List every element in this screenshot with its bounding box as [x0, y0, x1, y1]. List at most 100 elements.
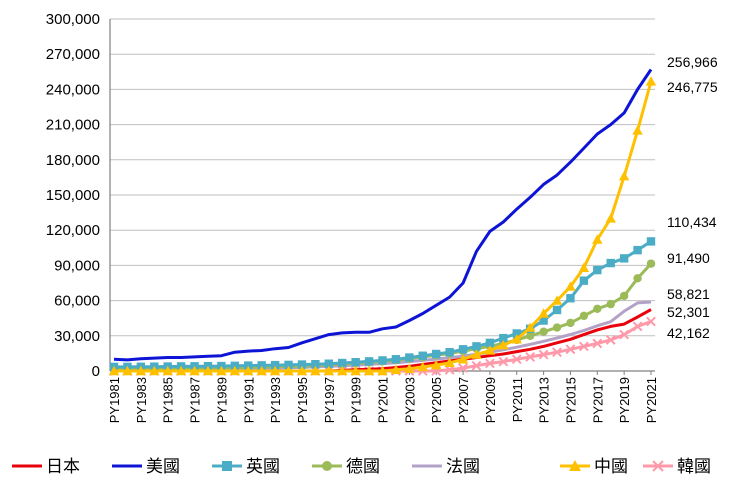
- data-point-triangle: [511, 334, 522, 344]
- end-label-中國: 246,775: [667, 79, 718, 95]
- y-tick-label: 300,000: [46, 11, 100, 28]
- data-point-x: [578, 341, 589, 352]
- data-point-square: [579, 276, 589, 285]
- data-point-x: [592, 338, 603, 349]
- data-point-triangle: [229, 365, 241, 376]
- y-tick-label: 180,000: [46, 152, 100, 169]
- data-point-triangle: [216, 365, 227, 376]
- data-point-triangle: [122, 365, 133, 376]
- end-label-美國: 256,966: [667, 54, 718, 70]
- x-tick-label: PY1983: [134, 377, 149, 423]
- x-tick-label: PY2015: [563, 377, 578, 423]
- x-tick-label: PY2013: [537, 377, 552, 423]
- x-tick-label: PY1987: [188, 377, 203, 423]
- data-point-triangle: [323, 365, 334, 376]
- y-tick-label: 0: [92, 363, 100, 380]
- data-point-triangle: [108, 365, 120, 376]
- data-point-square: [244, 361, 253, 370]
- data-point-x: [538, 349, 549, 360]
- data-point-triangle: [269, 365, 281, 376]
- data-point-x: [444, 364, 455, 375]
- y-tick-label: 30,000: [54, 328, 100, 345]
- data-point-circle: [552, 323, 562, 332]
- data-point-circle: [593, 304, 602, 314]
- series-line: [113, 68, 653, 362]
- end-labels: 256,966 246,775 110,434 91,490 58,821 52,301 4…: [667, 54, 718, 341]
- legend-label: 日本: [46, 457, 80, 476]
- data-point-triangle: [632, 125, 643, 135]
- data-point-circle: [606, 299, 615, 309]
- data-point-x: [565, 344, 576, 355]
- data-point-square: [284, 360, 293, 370]
- data-point-square: [297, 360, 307, 369]
- series-line: [114, 262, 653, 371]
- x-tick-label: PY2011: [510, 377, 525, 422]
- data-point-triangle: [484, 345, 496, 355]
- data-point-square: [485, 338, 495, 348]
- data-point-triangle: [243, 365, 254, 376]
- data-point-triangle: [471, 349, 482, 359]
- data-point-x: [484, 358, 495, 369]
- data-point-square: [499, 333, 508, 343]
- data-point-square: [539, 316, 548, 325]
- data-point-square: [270, 360, 280, 370]
- data-point-triangle: [605, 213, 616, 223]
- data-point-triangle: [296, 365, 308, 376]
- legend-item-法國: 法國: [412, 457, 480, 476]
- data-point-triangle: [524, 322, 536, 332]
- data-point-square: [646, 237, 656, 246]
- x-axis: PY1981 PY1983 PY1985 PY1987 PY1989 PY1991 PY19…: [107, 370, 659, 423]
- data-point-triangle: [444, 357, 455, 367]
- y-tick-label: 120,000: [46, 222, 100, 239]
- data-point-triangle: [565, 281, 576, 291]
- data-point-x: [619, 329, 630, 340]
- y-axis: 0 30,000 60,000 90,000 120,000 150,000 180,000…: [46, 11, 111, 380]
- data-point-x: [605, 334, 616, 345]
- data-point-triangle: [592, 234, 603, 244]
- data-point-square: [311, 359, 320, 369]
- x-tick-label: PY1985: [161, 377, 176, 423]
- end-label-法國: 58,821: [667, 286, 710, 302]
- x-tick-label: PY1999: [349, 377, 364, 423]
- data-point-triangle: [578, 262, 590, 272]
- legend-item-日本: 日本: [12, 457, 80, 476]
- data-point-circle: [633, 274, 642, 283]
- data-point-circle: [619, 291, 629, 301]
- data-point-circle: [322, 461, 332, 471]
- data-point-x: [632, 321, 643, 332]
- legend-item-英國: 英國: [212, 457, 280, 476]
- data-point-triangle: [256, 365, 267, 376]
- data-point-triangle: [175, 365, 187, 376]
- data-point-circle: [566, 318, 575, 328]
- legend: 日本 美國 英國 德國 法國 中國 韓國: [12, 457, 711, 476]
- data-point-x: [552, 347, 562, 358]
- data-point-square: [472, 342, 481, 351]
- data-point-triangle: [377, 365, 388, 376]
- data-point-square: [351, 358, 360, 367]
- data-point-circle: [525, 331, 535, 340]
- x-tick-label: PY2019: [617, 377, 632, 423]
- end-label-英國: 110,434: [667, 214, 717, 230]
- legend-label: 英國: [246, 457, 280, 476]
- data-point-x: [471, 360, 482, 371]
- data-point-circle: [539, 327, 548, 336]
- data-point-triangle: [363, 365, 375, 376]
- data-point-square: [593, 265, 602, 275]
- data-point-square: [445, 348, 454, 357]
- legend-label: 中國: [594, 457, 628, 476]
- data-point-x: [498, 356, 509, 367]
- x-tick-label: PY1997: [322, 377, 337, 423]
- data-point-triangle: [310, 365, 321, 376]
- y-tick-label: 240,000: [46, 81, 100, 98]
- legend-label: 法國: [446, 457, 480, 476]
- data-point-triangle: [149, 365, 160, 376]
- data-point-triangle: [431, 359, 442, 370]
- data-point-triangle: [135, 365, 147, 376]
- data-point-triangle: [390, 364, 402, 375]
- data-point-triangle: [162, 365, 173, 376]
- data-point-triangle: [645, 76, 657, 86]
- data-point-square: [405, 353, 414, 362]
- legend-label: 美國: [146, 457, 180, 476]
- x-tick-label: PY1993: [268, 377, 283, 423]
